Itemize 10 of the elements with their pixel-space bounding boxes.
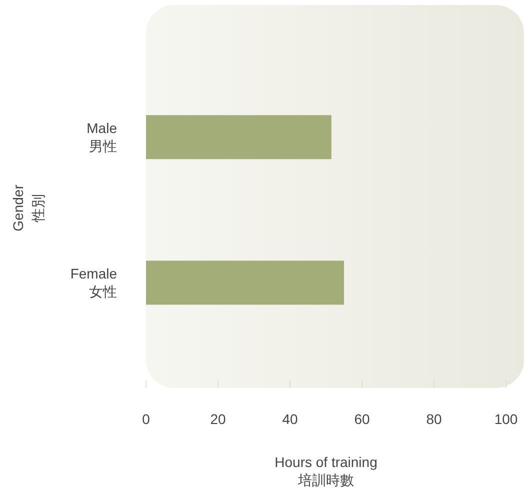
y-axis-title: Gender 性別 [10,184,46,232]
x-tick-label: 60 [354,411,370,427]
x-tick-label: 40 [282,411,298,427]
x-tick-label: 100 [494,411,518,427]
x-tick-label: 0 [142,411,150,427]
x-tick-label: 20 [210,411,226,427]
y-tick-label: Female 女性 [70,266,118,300]
x-axis-title: Hours of training 培訓時數 [274,454,378,488]
x-tick-label: 80 [426,411,442,427]
y-tick-label: Male 男性 [86,120,118,154]
